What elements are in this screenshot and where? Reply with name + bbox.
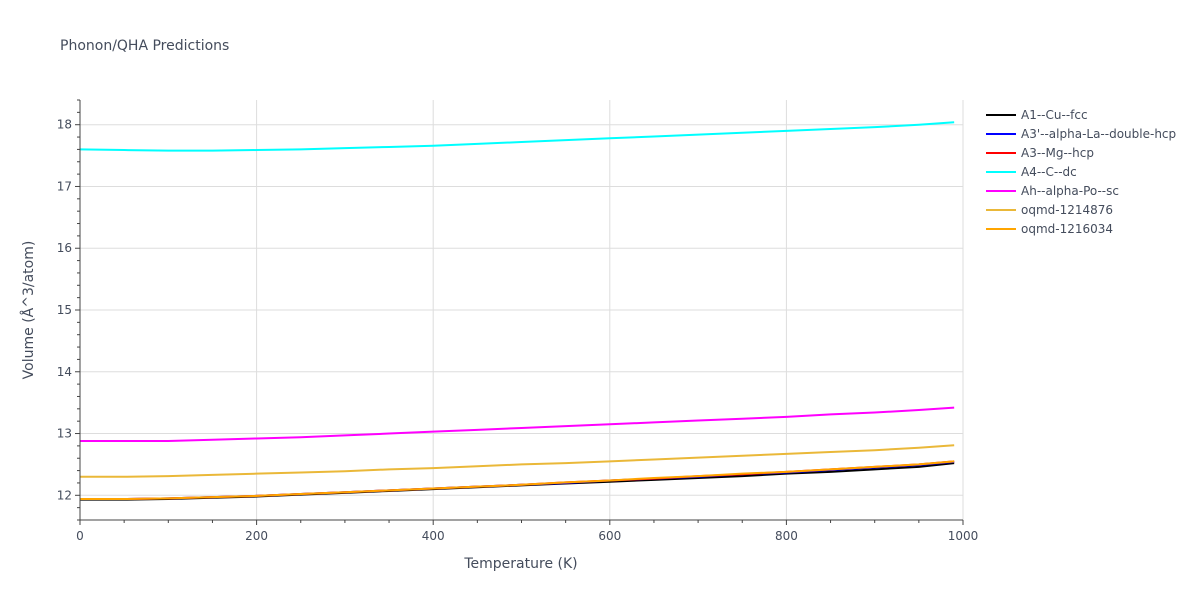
series-line[interactable] xyxy=(80,462,955,501)
x-tick-label: 200 xyxy=(245,529,268,543)
series-layer xyxy=(79,121,955,501)
series-line[interactable] xyxy=(79,121,955,152)
legend-item[interactable]: A4--C--dc xyxy=(986,165,1077,179)
legend-item[interactable]: oqmd-1216034 xyxy=(986,222,1113,236)
x-tick-label: 800 xyxy=(775,529,798,543)
x-axis-title: Temperature (K) xyxy=(463,556,577,572)
legend-label: oqmd-1214876 xyxy=(1021,203,1113,217)
series-line[interactable] xyxy=(80,460,955,500)
series-line[interactable] xyxy=(80,460,955,500)
legend-label: A4--C--dc xyxy=(1021,165,1077,179)
series-line[interactable] xyxy=(80,460,955,500)
legend-item[interactable]: A3--Mg--hcp xyxy=(986,146,1094,160)
legend-label: A3'--alpha-La--double-hcp xyxy=(1021,127,1176,141)
x-tick-label: 600 xyxy=(598,529,621,543)
y-axis-ticks: 12 13 14 15 16 17 18 xyxy=(57,118,72,503)
x-tick-label: 1000 xyxy=(948,529,979,543)
chart-title: Phonon/QHA Predictions xyxy=(60,38,229,54)
y-tick-label: 12 xyxy=(57,488,72,502)
series-line[interactable] xyxy=(80,444,955,478)
legend-label: Ah--alpha-Po--sc xyxy=(1021,184,1119,198)
legend-label: A1--Cu--fcc xyxy=(1021,108,1088,122)
legend-label: oqmd-1216034 xyxy=(1021,222,1113,236)
y-tick-label: 17 xyxy=(57,179,72,193)
series-line[interactable] xyxy=(80,406,955,442)
legend-item[interactable]: A3'--alpha-La--double-hcp xyxy=(986,127,1176,141)
legend-label: A3--Mg--hcp xyxy=(1021,146,1094,160)
legend[interactable]: A1--Cu--fcc A3'--alpha-La--double-hcp A3--… xyxy=(986,108,1176,236)
y-tick-label: 13 xyxy=(57,427,72,441)
y-axis-title: Volume (Å^3/atom) xyxy=(20,241,37,380)
legend-item[interactable]: Ah--alpha-Po--sc xyxy=(986,184,1119,198)
grid xyxy=(80,100,964,520)
axes xyxy=(75,99,964,525)
legend-item[interactable]: A1--Cu--fcc xyxy=(986,108,1088,122)
x-axis-ticks: 0 200 400 600 800 1000 xyxy=(76,529,978,543)
x-tick-label: 0 xyxy=(76,529,84,543)
y-tick-label: 14 xyxy=(57,365,72,379)
x-tick-label: 400 xyxy=(422,529,445,543)
y-tick-label: 15 xyxy=(57,303,72,317)
legend-item[interactable]: oqmd-1214876 xyxy=(986,203,1113,217)
y-tick-label: 18 xyxy=(57,118,72,132)
y-tick-label: 16 xyxy=(57,241,72,255)
